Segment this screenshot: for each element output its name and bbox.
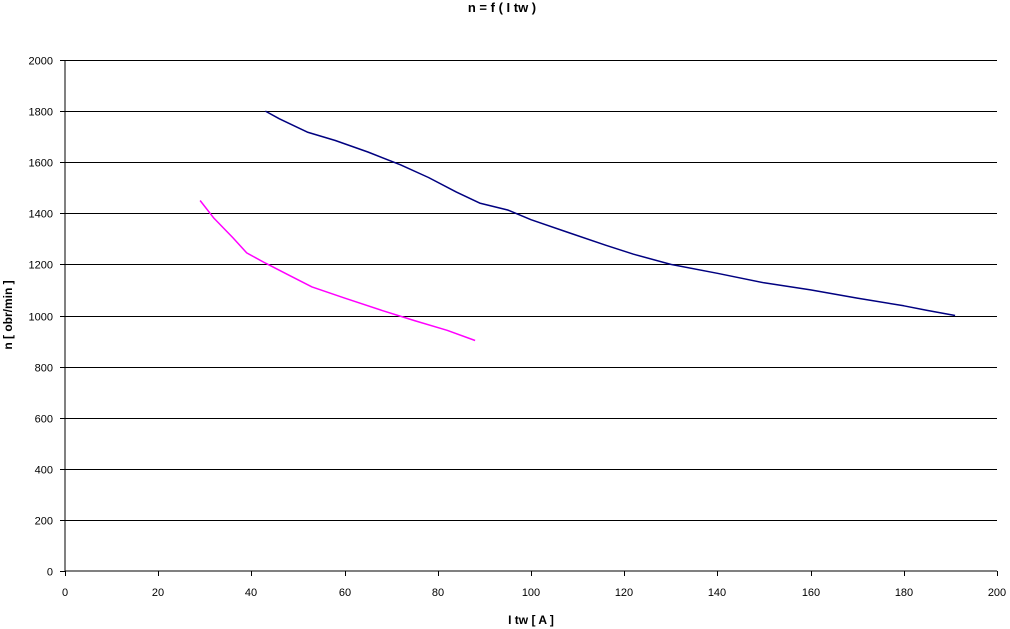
x-tick-label: 80 bbox=[432, 587, 444, 599]
y-axis-title: n [ obr/min ] bbox=[1, 280, 15, 349]
x-tick-label: 140 bbox=[708, 587, 726, 599]
y-tick-label: 200 bbox=[35, 516, 53, 528]
x-tick-label: 160 bbox=[802, 587, 820, 599]
y-tick-label: 800 bbox=[35, 363, 53, 375]
x-tick-label: 180 bbox=[895, 587, 913, 599]
y-tick-label: 400 bbox=[35, 465, 53, 477]
chart-title: n = f ( I tw ) bbox=[468, 0, 536, 15]
y-tick-label: 0 bbox=[47, 567, 53, 579]
x-axis-title: I tw [ A ] bbox=[508, 613, 554, 627]
x-axis-ticks: 0 20 40 60 80 100 120 140 160 180 200 bbox=[62, 571, 1006, 599]
y-tick-label: 1800 bbox=[29, 107, 53, 119]
series-lines bbox=[199, 110, 956, 342]
y-tick-label: 1400 bbox=[29, 209, 53, 221]
y-tick-label: 1600 bbox=[29, 158, 53, 170]
x-tick-label: 0 bbox=[62, 587, 68, 599]
x-tick-label: 100 bbox=[522, 587, 540, 599]
series-line-2 bbox=[199, 200, 476, 342]
gridlines bbox=[65, 60, 997, 521]
y-tick-label: 1200 bbox=[29, 260, 53, 272]
y-axis-ticks: 0 200 400 600 800 1000 1200 1400 1600 1800 2000 bbox=[29, 56, 65, 579]
x-tick-label: 200 bbox=[988, 587, 1006, 599]
y-tick-label: 600 bbox=[35, 414, 53, 426]
axes bbox=[64, 60, 997, 572]
x-tick-label: 40 bbox=[245, 587, 257, 599]
x-tick-label: 60 bbox=[339, 587, 351, 599]
x-tick-label: 120 bbox=[615, 587, 633, 599]
y-tick-label: 1000 bbox=[29, 312, 53, 324]
series-line-1 bbox=[265, 110, 956, 317]
y-tick-label: 2000 bbox=[29, 56, 53, 68]
x-tick-label: 20 bbox=[152, 587, 164, 599]
